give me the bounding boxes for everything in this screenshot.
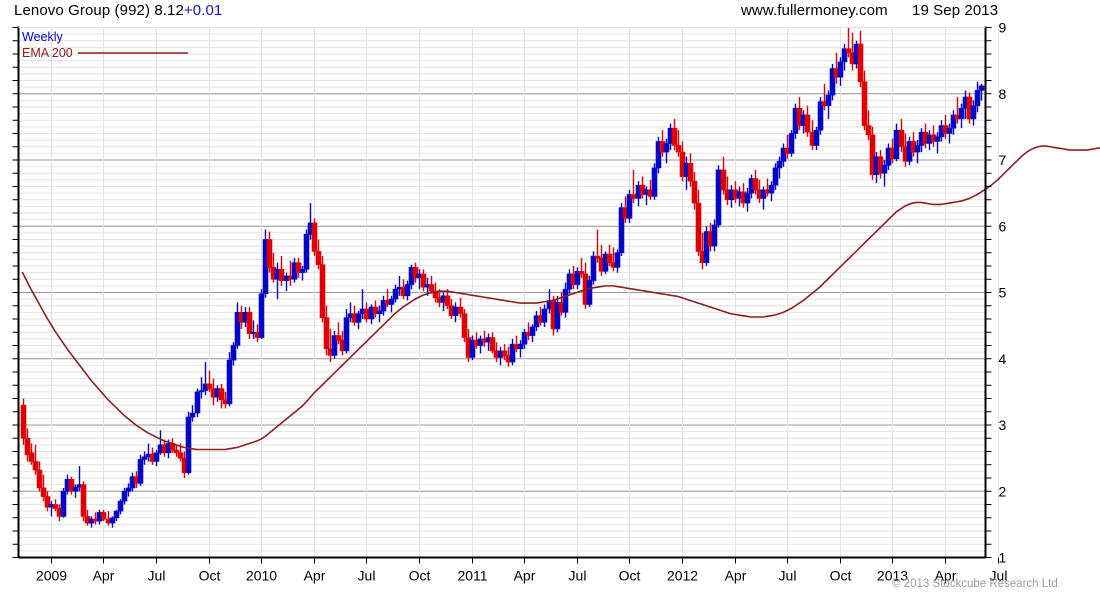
svg-text:2010: 2010 [246, 568, 277, 584]
svg-text:Jul: Jul [148, 568, 166, 584]
svg-text:4: 4 [999, 351, 1007, 367]
svg-text:3: 3 [999, 417, 1007, 433]
svg-text:Oct: Oct [830, 568, 852, 584]
svg-text:Jul: Jul [569, 568, 587, 584]
svg-text:6: 6 [999, 218, 1007, 234]
svg-text:8: 8 [999, 86, 1007, 102]
svg-text:Apr: Apr [514, 568, 536, 584]
vertical-gridlines [51, 27, 999, 558]
svg-text:2012: 2012 [667, 568, 698, 584]
svg-text:Jul: Jul [358, 568, 376, 584]
svg-text:1: 1 [999, 550, 1007, 566]
legend-timeframe: Weekly [22, 30, 64, 44]
price-change: +0.01 [183, 2, 223, 19]
svg-text:Jul: Jul [779, 568, 797, 584]
svg-text:2011: 2011 [457, 568, 487, 584]
axis-frame [12, 26, 999, 564]
legend-indicator-ema: EMA 200 [22, 46, 73, 60]
instrument-title: Lenovo Group (992) 8.12+0.01 [14, 2, 222, 19]
svg-text:Apr: Apr [935, 568, 957, 584]
svg-text:Oct: Oct [619, 568, 641, 584]
svg-text:Apr: Apr [725, 568, 747, 584]
instrument-name-price: Lenovo Group (992) 8.12 [14, 2, 184, 19]
copyright-notice: © 2013 Stockcube Research Ltd [892, 578, 1058, 590]
svg-text:Apr: Apr [93, 568, 115, 584]
y-axis-tick-labels: 1 2 3 4 5 6 7 8 9 [999, 20, 1007, 566]
minor-gridlines [18, 27, 986, 558]
svg-text:2: 2 [999, 483, 1007, 499]
svg-text:Jul: Jul [990, 568, 1008, 584]
chart-legend: Weekly EMA 200 [22, 30, 188, 60]
svg-text:7: 7 [999, 152, 1007, 168]
svg-text:Apr: Apr [304, 568, 326, 584]
svg-text:9: 9 [999, 20, 1007, 36]
svg-text:2009: 2009 [36, 568, 67, 584]
ema-200-line [21, 145, 1100, 451]
svg-text:2013: 2013 [877, 568, 908, 584]
svg-text:Oct: Oct [409, 568, 431, 584]
svg-text:Oct: Oct [199, 568, 221, 584]
site-url: www.fullermoney.com [741, 2, 888, 19]
quote-date: 19 Sep 2013 [912, 2, 999, 19]
svg-text:5: 5 [999, 285, 1007, 301]
candlestick-series [20, 27, 985, 528]
x-axis-tick-labels: 2009 Apr Jul Oct 2010 Apr Jul Oct 2011 Apr Jul Oct 2… [36, 568, 1008, 584]
